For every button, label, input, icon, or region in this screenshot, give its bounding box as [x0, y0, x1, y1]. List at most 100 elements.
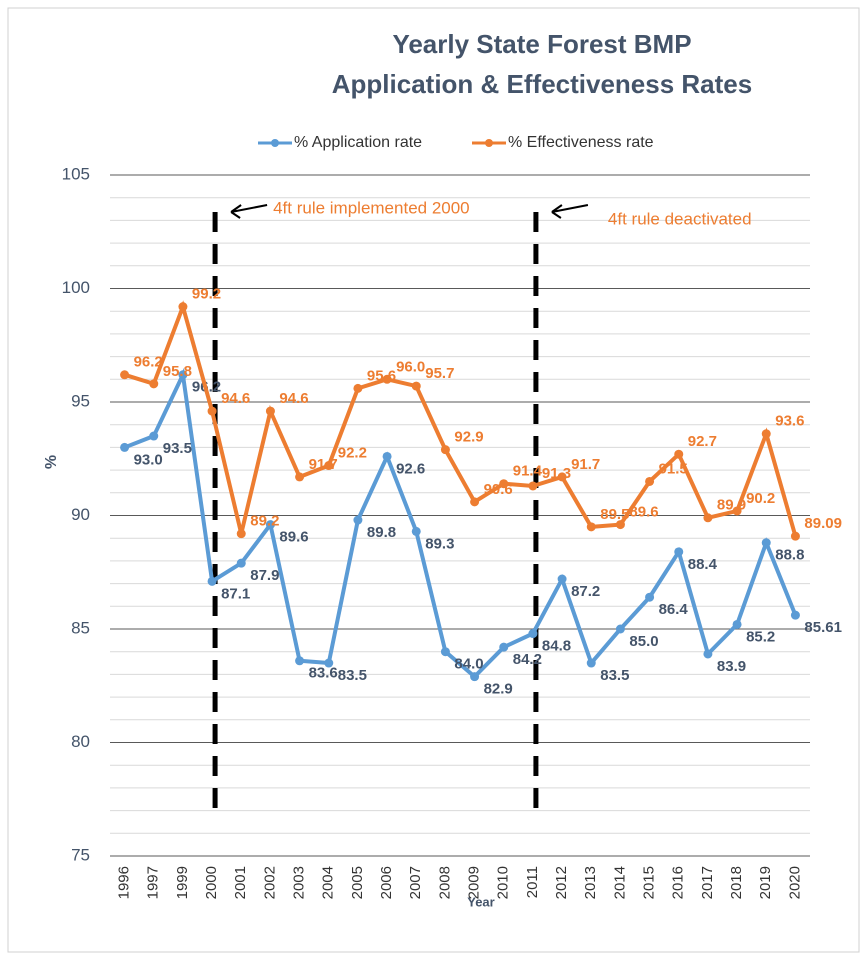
data-point	[703, 649, 713, 659]
data-label: 87.2	[571, 583, 600, 600]
data-point	[528, 629, 538, 639]
data-point	[411, 381, 421, 391]
annotation-arrow	[230, 204, 268, 219]
x-tick-label: 2010	[495, 866, 512, 899]
data-label: 89.6	[629, 504, 658, 521]
y-tick-label: 85	[71, 618, 90, 637]
data-label: 91.4	[513, 463, 543, 480]
x-tick-label: 2006	[378, 866, 395, 899]
data-label: 99.2	[192, 286, 221, 303]
x-tick-label: 2004	[320, 866, 337, 899]
data-point	[236, 529, 246, 539]
data-point	[207, 576, 217, 586]
data-point	[557, 574, 567, 584]
data-point	[324, 658, 334, 668]
data-point	[120, 442, 130, 452]
x-axis-label: Year	[467, 894, 494, 909]
data-point	[703, 513, 713, 523]
data-point	[761, 429, 771, 439]
data-label: 90.2	[746, 490, 775, 507]
x-tick-label: 2016	[670, 866, 687, 899]
data-label: 95.6	[367, 367, 396, 384]
data-label: 83.5	[600, 667, 629, 684]
chart-title: Yearly State Forest BMP	[392, 29, 691, 59]
data-point	[674, 547, 684, 557]
data-label: 95.8	[163, 363, 192, 380]
data-label: 88.8	[775, 547, 804, 564]
data-label: 83.9	[717, 658, 746, 675]
x-tick-label: 2015	[641, 866, 658, 899]
data-point	[353, 383, 363, 393]
data-label: 89.09	[804, 515, 842, 532]
x-tick-label: 1997	[145, 866, 162, 899]
legend-marker	[271, 139, 279, 147]
data-point	[528, 481, 538, 491]
data-point	[499, 479, 509, 489]
x-tick-label: 2008	[436, 866, 453, 899]
x-tick-label: 2009	[466, 866, 483, 899]
data-label: 89.6	[279, 529, 308, 546]
data-label: 84.8	[542, 638, 571, 655]
data-label: 90.6	[484, 481, 513, 498]
data-point	[645, 476, 655, 486]
data-label: 95.7	[425, 365, 454, 382]
data-label: 91.5	[659, 460, 688, 477]
x-tick-label: 1996	[116, 866, 133, 899]
x-tick-label: 2020	[786, 866, 803, 899]
x-tick-label: 2018	[728, 866, 745, 899]
data-label: 89.5	[600, 506, 629, 523]
data-label: 85.2	[746, 628, 775, 645]
data-label: 83.5	[338, 667, 367, 684]
data-point	[440, 647, 450, 657]
data-point	[761, 538, 771, 548]
data-label: 93.5	[163, 440, 192, 457]
data-point	[674, 449, 684, 459]
y-tick-label: 80	[71, 732, 90, 751]
legend-marker	[485, 139, 493, 147]
data-point	[645, 592, 655, 602]
x-tick-label: 2001	[232, 866, 249, 899]
data-point	[382, 374, 392, 384]
data-point	[353, 515, 363, 525]
annotation-arrow	[551, 204, 589, 219]
data-point	[120, 370, 130, 380]
data-label: 94.6	[279, 390, 308, 407]
data-point	[586, 522, 596, 532]
data-point	[265, 406, 275, 416]
data-point	[732, 506, 742, 516]
data-label: 85.0	[629, 633, 658, 650]
data-point	[411, 526, 421, 536]
data-label: 83.6	[309, 665, 338, 682]
x-tick-label: 2014	[611, 866, 628, 899]
series-line	[123, 367, 798, 680]
data-point	[149, 431, 159, 441]
x-tick-label: 1999	[174, 866, 191, 899]
data-point	[178, 370, 188, 380]
data-point	[207, 406, 217, 416]
data-label: 92.9	[454, 429, 483, 446]
data-label: 89.3	[425, 535, 454, 552]
data-label: 85.61	[804, 619, 842, 636]
data-label: 96.0	[396, 358, 425, 375]
data-label: 87.1	[221, 585, 250, 602]
data-label: 89.2	[250, 513, 279, 530]
data-label: 91.7	[309, 456, 338, 473]
data-label: 89.9	[717, 497, 746, 514]
y-tick-label: 90	[71, 505, 90, 524]
data-label: 92.2	[338, 445, 367, 462]
data-label: 86.4	[659, 601, 689, 618]
x-tick-label: 2005	[349, 866, 366, 899]
x-tick-label: 2017	[699, 866, 716, 899]
x-tick-label: 2003	[291, 866, 308, 899]
x-tick-label: 2019	[757, 866, 774, 899]
data-point	[615, 624, 625, 634]
data-label: 89.8	[367, 524, 396, 541]
series-line	[123, 300, 798, 537]
legend-label: % Application rate	[294, 134, 422, 151]
data-point	[790, 610, 800, 620]
x-tick-label: 2011	[524, 866, 541, 898]
data-label: 96.2	[134, 354, 163, 371]
y-tick-label: 95	[71, 391, 90, 410]
data-point	[295, 472, 305, 482]
x-tick-label: 2007	[407, 866, 424, 899]
